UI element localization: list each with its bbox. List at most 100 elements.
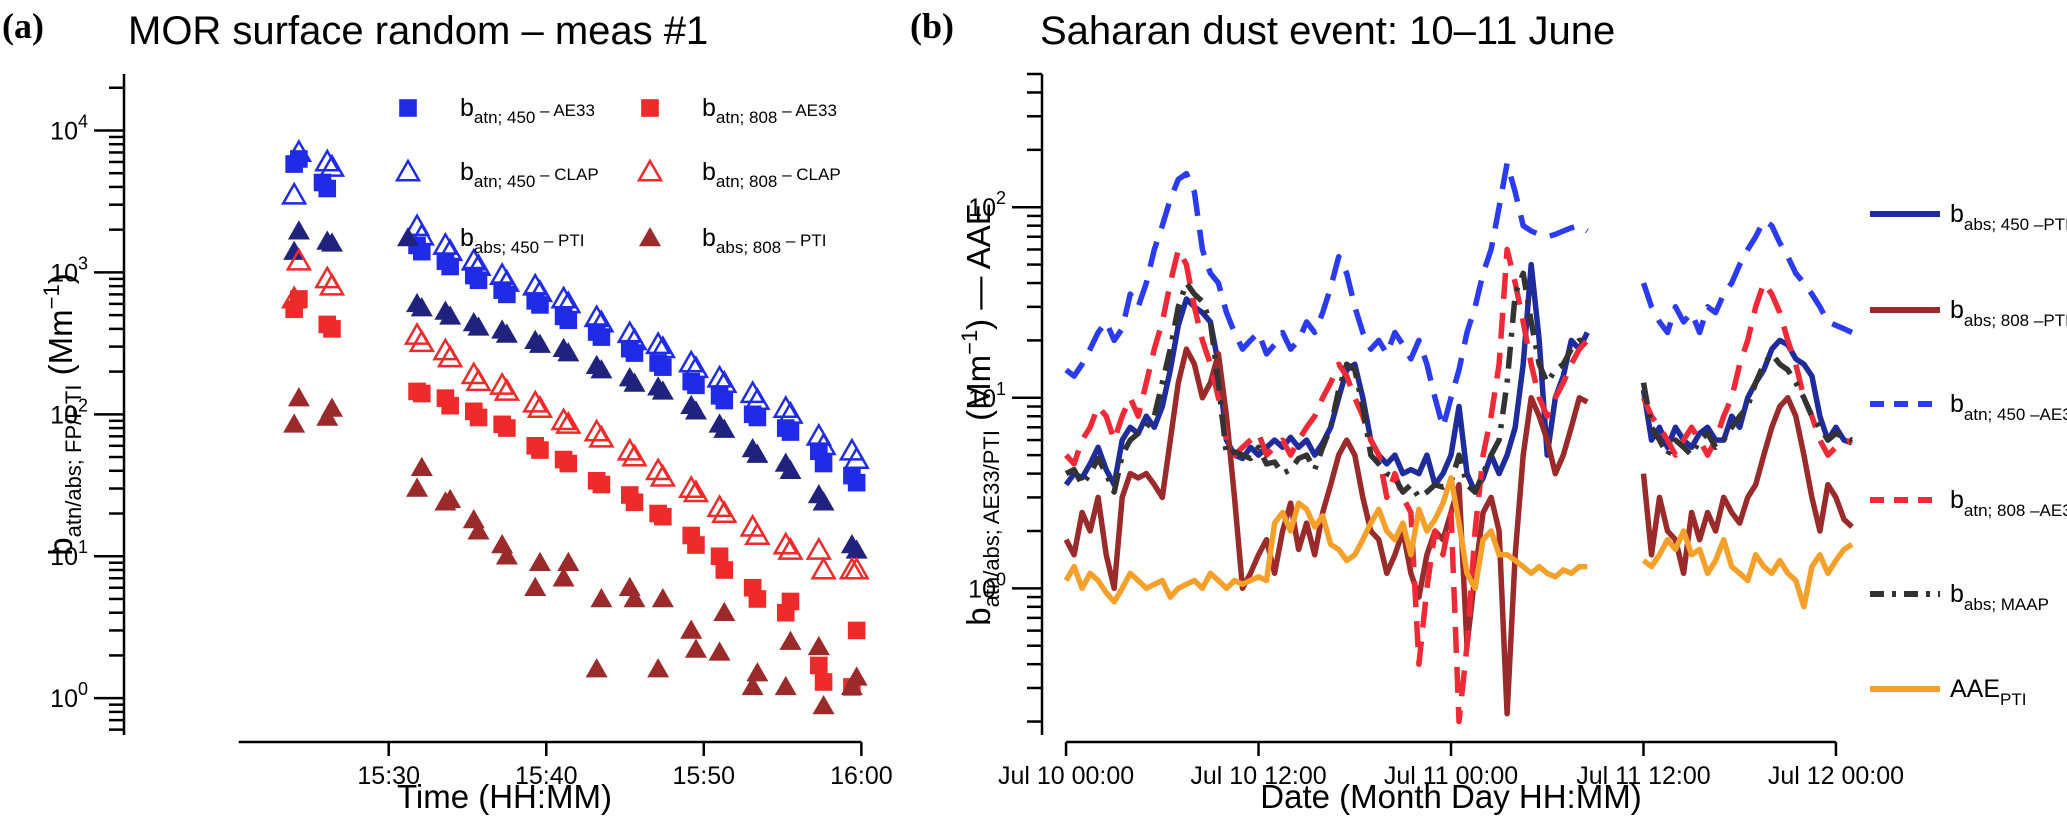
- data-point: [441, 396, 459, 415]
- data-point: [810, 556, 837, 580]
- panel-a-label: (a): [2, 6, 44, 46]
- data-point: [469, 408, 488, 427]
- series-2: [283, 220, 868, 559]
- legend-rest: –PTI: [2029, 215, 2067, 234]
- data-point: [439, 305, 462, 325]
- data-point: [654, 358, 672, 376]
- legend-item: AAEPTI: [1870, 675, 2026, 709]
- y-tick-base: 10: [50, 117, 78, 145]
- data-point: [779, 459, 802, 480]
- series-line: [1063, 475, 1588, 605]
- legend-marker: [639, 227, 661, 247]
- legend-item: babs; 450 – PTI: [397, 224, 585, 257]
- data-point: [772, 531, 799, 555]
- panel-b-title: Saharan dust event: 10–11 June: [1040, 9, 1615, 53]
- series-line: [1640, 280, 1853, 458]
- data-point: [623, 587, 646, 608]
- data-point: [678, 475, 705, 499]
- y-tick-exponent: 1: [78, 537, 88, 557]
- data-point: [715, 561, 734, 579]
- data-point: [550, 407, 577, 431]
- legend-sub: abs; 808: [716, 238, 781, 257]
- y-label-close: ): [42, 273, 79, 284]
- data-point: [779, 630, 802, 650]
- y-tick-base: 10: [968, 575, 996, 603]
- legend-sub: atn; 450: [1964, 405, 2025, 424]
- data-point: [465, 253, 492, 277]
- series-line: [1641, 528, 1854, 610]
- series-1: [1063, 346, 1854, 717]
- data-point: [621, 443, 648, 467]
- data-point: [711, 499, 738, 524]
- data-point: [583, 304, 610, 328]
- data-point: [746, 443, 769, 463]
- data-point: [555, 290, 582, 314]
- y-tick-exponent: 1: [996, 379, 1006, 399]
- y-tick-exponent: 4: [78, 111, 88, 131]
- data-point: [526, 279, 554, 303]
- data-point: [706, 364, 733, 388]
- data-point: [708, 641, 731, 661]
- data-point: [559, 454, 578, 473]
- data-point: [557, 342, 580, 362]
- y-axis-label: batn/abs; AE33/PTI (Mm−1) — AAE: [957, 203, 1004, 625]
- legend-rest: –PTI: [2029, 311, 2067, 330]
- data-point: [287, 387, 310, 407]
- x-tick-label: Jul 12 00:00: [1768, 762, 1904, 790]
- legend-item: batn; 808 –AE33: [1870, 486, 2067, 520]
- data-point: [687, 536, 705, 554]
- data-point: [713, 601, 736, 621]
- legend-sub: atn; 450: [474, 108, 535, 127]
- data-point: [318, 179, 337, 198]
- legend-item: batn; 450 – CLAP: [394, 158, 599, 191]
- data-point: [845, 666, 868, 686]
- data-point: [559, 311, 578, 330]
- panel-b-label: (b): [910, 6, 954, 46]
- data-point: [651, 380, 674, 400]
- data-point: [491, 533, 514, 554]
- series-3: [1064, 246, 1853, 725]
- legend-item: babs; 808 – PTI: [639, 224, 827, 257]
- legend-label: babs; 450 –PTI: [1950, 200, 2067, 234]
- data-point: [531, 296, 549, 314]
- data-point: [493, 268, 521, 292]
- data-point: [781, 592, 800, 611]
- legend-rest: – CLAP: [777, 165, 840, 184]
- data-point: [711, 369, 738, 393]
- legend-main: b: [1950, 580, 1964, 608]
- data-point: [715, 391, 734, 410]
- data-point: [843, 556, 870, 580]
- data-point: [406, 477, 429, 497]
- legend-rest: –AE33: [2025, 405, 2067, 424]
- data-point: [552, 567, 575, 587]
- legend-sub: abs; 450: [474, 238, 539, 257]
- data-point: [590, 359, 613, 379]
- y-label-unit: (Mm: [42, 309, 79, 384]
- data-point: [781, 423, 800, 441]
- data-point: [441, 257, 459, 276]
- y-tick-label: 100: [50, 679, 88, 713]
- legend-marker: [397, 227, 419, 247]
- data-point: [320, 397, 343, 417]
- legend-label: batn; 450 – AE33: [460, 94, 595, 127]
- series-line: [1064, 160, 1589, 431]
- data-point: [528, 551, 551, 571]
- data-point: [467, 520, 490, 540]
- data-point: [592, 475, 611, 494]
- legend-main: b: [1950, 390, 1964, 418]
- legend-item: batn; 808 – CLAP: [636, 158, 841, 191]
- data-point: [713, 418, 736, 438]
- legend-marker: [394, 158, 422, 182]
- legend-label: batn; 808 – CLAP: [702, 158, 841, 191]
- series-line: [1064, 270, 1588, 501]
- legend-main: b: [1950, 200, 1964, 228]
- data-point: [285, 138, 313, 162]
- y-label-superscript: −1: [39, 284, 64, 309]
- y-label-main: b: [42, 537, 79, 555]
- x-tick-label: 16:00: [830, 762, 893, 790]
- series-line: [1063, 346, 1589, 717]
- data-point: [320, 232, 343, 252]
